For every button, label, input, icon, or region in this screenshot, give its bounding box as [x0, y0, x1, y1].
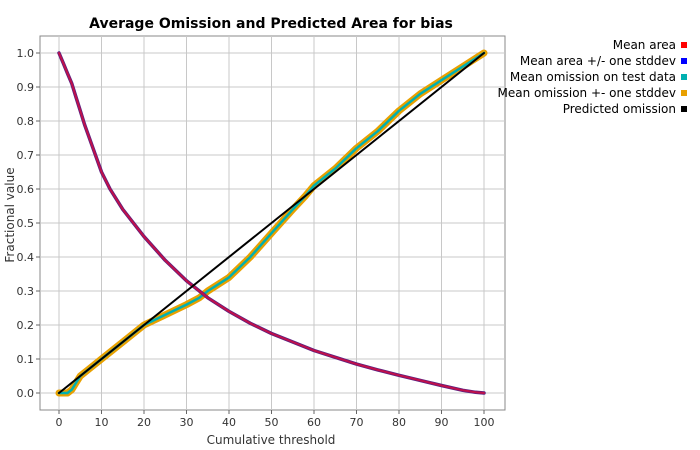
y-tick-label: 0.7 [17, 149, 35, 162]
y-axis-label: Fractional value [3, 167, 17, 262]
legend-label: Mean area +/- one stddev [520, 54, 676, 68]
x-axis-label: Cumulative threshold [207, 433, 336, 447]
y-tick-label: 0.1 [17, 353, 35, 366]
y-tick-label: 0.5 [17, 217, 35, 230]
y-ticks: 0.0 0.1 0.2 0.3 0.4 0.5 0.6 0.7 0.8 0.9 1.0 [17, 47, 40, 400]
legend-label: Mean omission +- one stddev [498, 86, 677, 100]
x-tick-label: 60 [307, 416, 321, 429]
x-tick-label: 70 [350, 416, 364, 429]
legend-label: Mean omission on test data [510, 70, 676, 84]
x-tick-label: 80 [392, 416, 406, 429]
y-tick-label: 0.3 [17, 285, 35, 298]
legend-swatch [681, 90, 687, 96]
x-tick-label: 50 [265, 416, 279, 429]
x-tick-label: 100 [474, 416, 495, 429]
legend-label: Predicted omission [563, 102, 676, 116]
series-mean-area [58, 52, 485, 394]
legend-swatch [681, 58, 687, 64]
y-tick-label: 0.2 [17, 319, 35, 332]
x-tick-label: 30 [180, 416, 194, 429]
grid [40, 36, 505, 410]
y-tick-label: 0.0 [17, 387, 35, 400]
y-tick-label: 0.8 [17, 115, 35, 128]
series-layer [55, 49, 488, 397]
y-tick-label: 1.0 [17, 47, 35, 60]
x-tick-label: 90 [435, 416, 449, 429]
x-tick-label: 10 [95, 416, 109, 429]
legend-swatch [681, 42, 687, 48]
series-predicted-omission [58, 52, 485, 394]
legend-label: Mean area [613, 38, 676, 52]
legend: Mean area Mean area +/- one stddev Mean om… [498, 38, 687, 116]
legend-swatch [681, 74, 687, 80]
legend-swatch [681, 106, 687, 112]
x-tick-label: 40 [222, 416, 236, 429]
y-tick-label: 0.9 [17, 81, 35, 94]
y-tick-label: 0.6 [17, 183, 35, 196]
chart-title: Average Omission and Predicted Area for … [89, 16, 453, 32]
x-tick-label: 0 [56, 416, 63, 429]
x-tick-label: 20 [137, 416, 151, 429]
y-tick-label: 0.4 [17, 251, 35, 264]
x-ticks: 0 10 20 30 40 50 60 70 80 90 100 [56, 410, 495, 429]
